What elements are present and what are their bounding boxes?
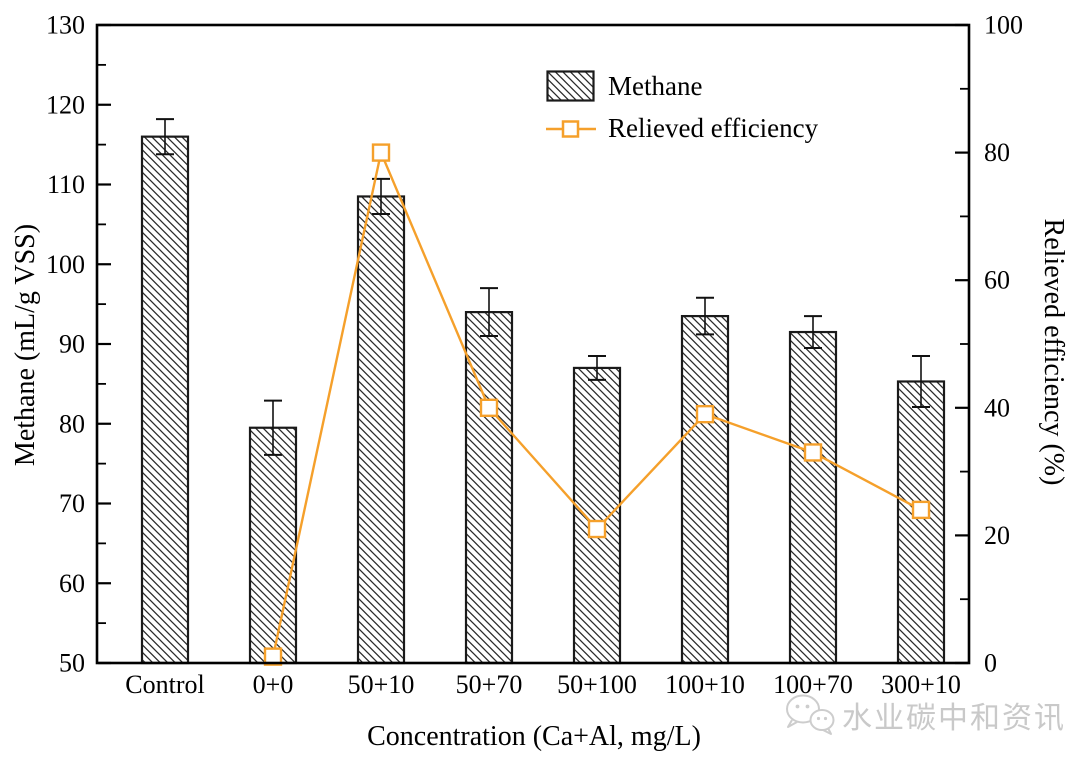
x-axis-category-label: 50+70 — [456, 670, 523, 699]
efficiency-marker — [695, 404, 715, 424]
watermark: 水业碳中和资讯 — [780, 690, 1066, 740]
legend-item-methane: Methane — [546, 70, 818, 102]
x-axis-title: Concentration (Ca+Al, mg/L) — [367, 721, 701, 752]
y-axis-title-left: Methane (mL/g VSS) — [10, 223, 41, 467]
left-axis-tick-label: 80 — [59, 409, 85, 438]
left-axis-tick-label: 70 — [59, 489, 85, 518]
x-axis-category-label: 0+0 — [253, 670, 294, 699]
left-axis-tick-label: 60 — [59, 569, 85, 598]
methane-bar — [896, 380, 946, 665]
right-axis-tick-label: 60 — [984, 266, 1010, 295]
wechat-logo-icon — [786, 694, 835, 735]
methane-bar — [248, 426, 298, 665]
x-axis-category-label: 50+10 — [348, 670, 415, 699]
legend-methane-label: Methane — [608, 70, 703, 101]
efficiency-marker — [587, 519, 607, 539]
methane-bar — [356, 195, 406, 665]
y-axis-title-right: Relieved efficiency (%) — [1038, 218, 1069, 486]
right-axis-tick-label: 80 — [984, 138, 1010, 167]
plot-frame — [95, 23, 971, 665]
efficiency-line-swatch — [546, 119, 596, 138]
right-axis-tick-label: 40 — [984, 393, 1010, 422]
x-axis-category-label: 100+70 — [773, 670, 853, 699]
efficiency-marker — [803, 443, 823, 462]
x-axis-category-label: Control — [125, 670, 204, 699]
legend-item-efficiency: Relieved efficiency — [546, 115, 818, 142]
methane-bar — [572, 366, 622, 665]
methane-bar — [140, 135, 190, 665]
methane-bar — [680, 314, 730, 665]
x-axis-category-label: 50+100 — [557, 670, 637, 699]
efficiency-marker — [371, 143, 391, 162]
efficiency-marker — [911, 500, 931, 520]
left-axis-tick-label: 120 — [46, 90, 85, 119]
methane-bar — [464, 311, 514, 665]
right-axis-tick-label: 20 — [984, 521, 1010, 550]
watermark-text: 水业碳中和资讯 — [842, 702, 1066, 735]
efficiency-marker — [479, 398, 499, 417]
right-axis-tick-label: 100 — [984, 11, 1023, 40]
left-axis-tick-label: 90 — [59, 330, 85, 359]
methane-bar — [788, 330, 838, 665]
methane-hatch-swatch — [546, 70, 595, 102]
x-axis-category-label: 300+10 — [881, 670, 961, 699]
legend: Methane Relieved efficiency — [546, 70, 818, 142]
legend-efficiency-label: Relieved efficiency — [608, 113, 819, 143]
left-axis-tick-label: 130 — [46, 11, 85, 40]
efficiency-marker — [263, 647, 283, 666]
left-axis-tick-label: 50 — [59, 649, 85, 678]
left-axis-tick-label: 100 — [46, 250, 85, 279]
left-axis-tick-label: 110 — [47, 170, 85, 199]
x-axis-category-label: 100+10 — [665, 670, 745, 699]
right-axis-tick-label: 0 — [984, 649, 997, 678]
